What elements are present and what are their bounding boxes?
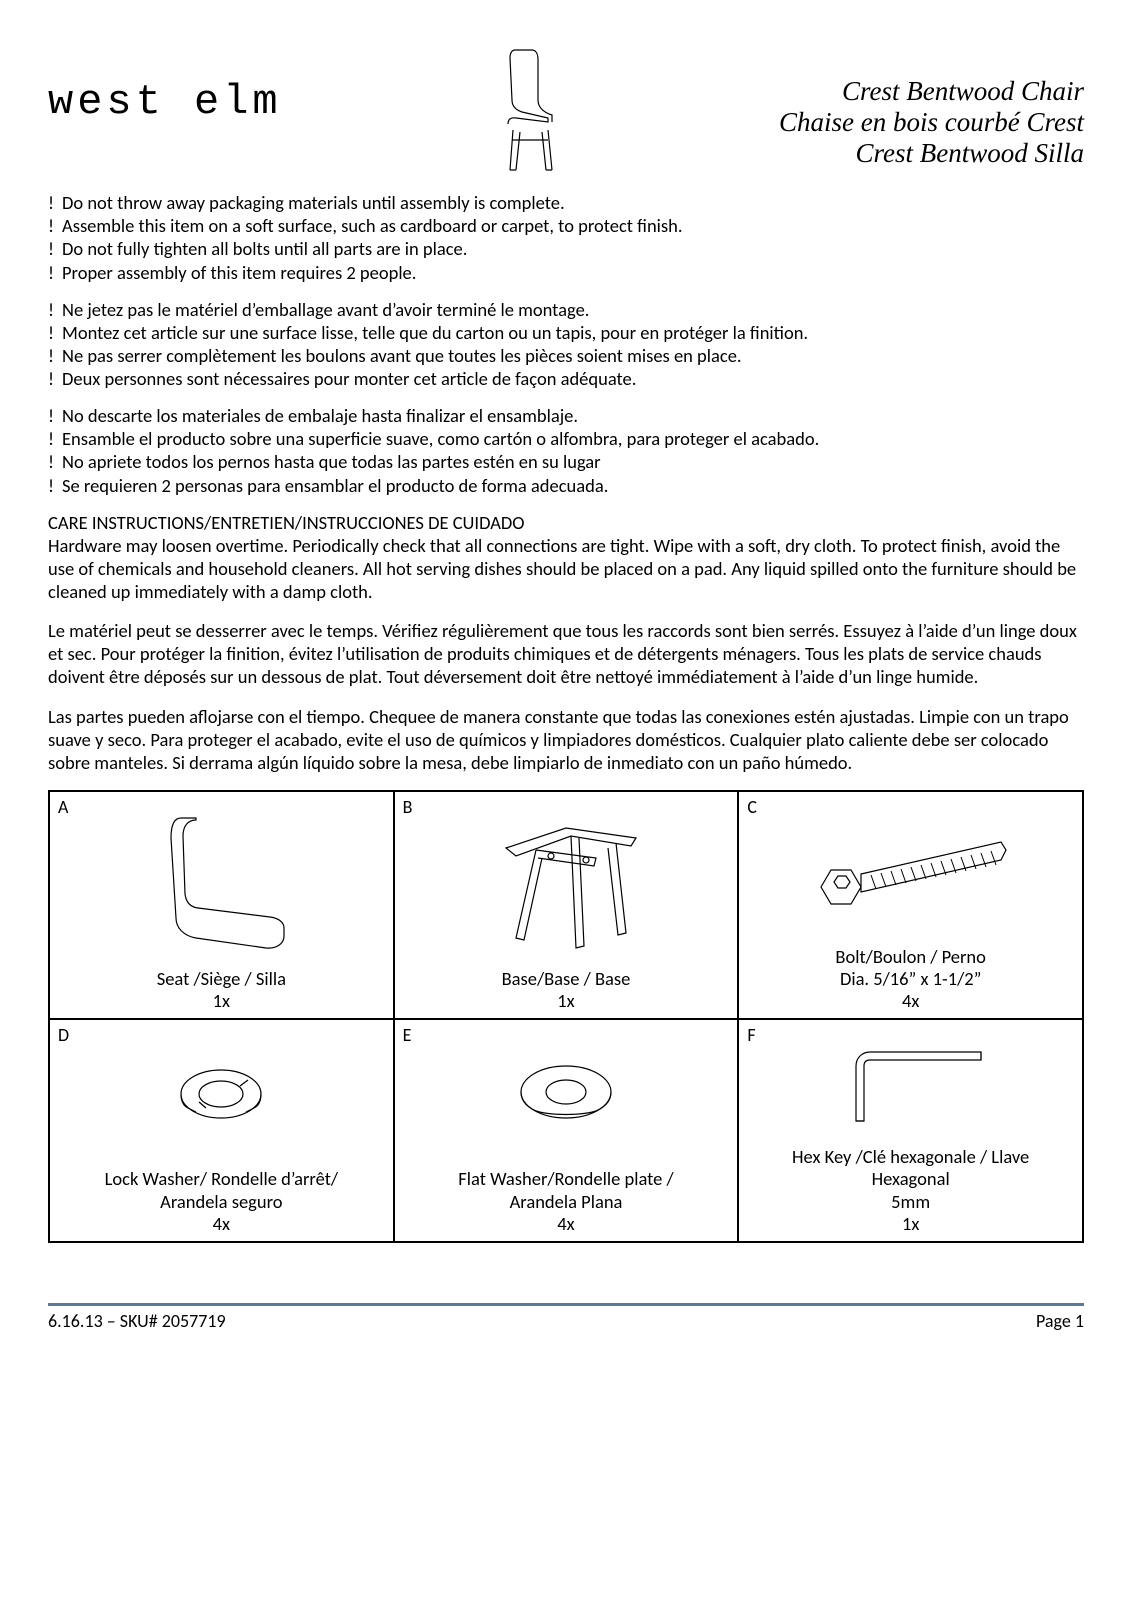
part-letter: A [58, 796, 68, 819]
part-letter: E [403, 1024, 412, 1047]
part-letter: F [747, 1024, 755, 1047]
warnings-fr: !Ne jetez pas le matériel d’emballage av… [48, 298, 1084, 391]
footer-sku: 6.16.13 – SKU# 2057719 [48, 1310, 226, 1333]
warning-text: Montez cet article sur une surface lisse… [62, 321, 1084, 344]
part-qty: 4x [835, 990, 986, 1012]
title-line-fr: Chaise en bois courbé Crest [779, 107, 1084, 138]
part-letter: C [747, 796, 757, 819]
title-line-es: Crest Bentwood Silla [779, 138, 1084, 169]
bang-icon: ! [48, 427, 62, 450]
warning-text: Se requieren 2 personas para ensamblar e… [62, 474, 1084, 497]
bang-icon: ! [48, 214, 62, 237]
page-footer: 6.16.13 – SKU# 2057719 Page 1 [48, 1303, 1084, 1333]
part-letter: B [403, 796, 413, 819]
part-cell-d: D Lock Washer/ Rondelle d’arrêt/ Arandel… [49, 1019, 394, 1242]
bang-icon: ! [48, 474, 62, 497]
part-label: Hex Key /Clé hexagonale / Llave [792, 1146, 1029, 1168]
warnings-es: !No descarte los materiales de embalaje … [48, 404, 1084, 497]
warning-text: No descarte los materiales de embalaje h… [62, 404, 1084, 427]
part-cell-f: F Hex Key /Clé hexagonale / Llave Hexago… [738, 1019, 1083, 1242]
part-qty: 4x [458, 1213, 673, 1235]
hex-key-icon [747, 1026, 1074, 1146]
care-text-en: Hardware may loosen overtime. Periodical… [48, 534, 1084, 603]
part-label: Arandela Plana [458, 1191, 673, 1213]
bang-icon: ! [48, 367, 62, 390]
header: west elm Crest Bentwood Chair Chaise en … [48, 40, 1084, 185]
part-label: Seat /Siège / Silla [157, 968, 286, 990]
flat-washer-icon [403, 1026, 730, 1168]
warning-text: Do not fully tighten all bolts until all… [62, 237, 1084, 260]
care-text-fr: Le matériel peut se desserrer avec le te… [48, 619, 1084, 688]
product-illustration [470, 40, 590, 185]
lock-washer-icon [58, 1026, 385, 1168]
care-text-es: Las partes pueden aflojarse con el tiemp… [48, 705, 1084, 774]
part-spec: Dia. 5/16” x 1-1/2” [835, 968, 986, 990]
part-letter: D [58, 1024, 69, 1047]
base-icon [403, 798, 730, 968]
bang-icon: ! [48, 404, 62, 427]
part-label: Bolt/Boulon / Perno [835, 946, 986, 968]
warning-text: Assemble this item on a soft surface, su… [62, 214, 1084, 237]
part-cell-a: A Seat /Siège / Silla 1x [49, 791, 394, 1019]
parts-table: A Seat /Siège / Silla 1x B Base/Base / B… [48, 790, 1084, 1243]
bang-icon: ! [48, 261, 62, 284]
part-label: Hexagonal [792, 1168, 1029, 1190]
bang-icon: ! [48, 344, 62, 367]
bang-icon: ! [48, 321, 62, 344]
part-qty: 1x [502, 990, 631, 1012]
bang-icon: ! [48, 298, 62, 321]
bang-icon: ! [48, 450, 62, 473]
part-spec: 5mm [792, 1191, 1029, 1213]
part-label: Lock Washer/ Rondelle d’arrêt/ [105, 1168, 338, 1190]
warning-text: Ne pas serrer complètement les boulons a… [62, 344, 1084, 367]
care-heading: CARE INSTRUCTIONS/ENTRETIEN/INSTRUCCIONE… [48, 511, 1084, 534]
warning-text: Do not throw away packaging materials un… [62, 191, 1084, 214]
part-cell-c: C Bolt/Boulon / Perno Dia. 5/16” x 1- [738, 791, 1083, 1019]
bang-icon: ! [48, 237, 62, 260]
seat-icon [58, 798, 385, 968]
chair-icon [470, 40, 590, 180]
part-cell-e: E Flat Washer/Rondelle plate / Arandela … [394, 1019, 739, 1242]
warning-text: Ensamble el producto sobre una superfici… [62, 427, 1084, 450]
part-qty: 4x [105, 1213, 338, 1235]
product-title: Crest Bentwood Chair Chaise en bois cour… [779, 40, 1084, 169]
part-cell-b: B Base/Base / Base 1x [394, 791, 739, 1019]
part-label: Base/Base / Base [502, 968, 631, 990]
part-label: Flat Washer/Rondelle plate / [458, 1168, 673, 1190]
title-line-en: Crest Bentwood Chair [779, 76, 1084, 107]
part-qty: 1x [157, 990, 286, 1012]
warning-text: Proper assembly of this item requires 2 … [62, 261, 1084, 284]
part-qty: 1x [792, 1213, 1029, 1235]
footer-page-number: Page 1 [1036, 1310, 1084, 1333]
part-label: Arandela seguro [105, 1191, 338, 1213]
brand-logo-text: west elm [48, 40, 282, 129]
warnings-en: !Do not throw away packaging materials u… [48, 191, 1084, 284]
bang-icon: ! [48, 191, 62, 214]
warning-text: Deux personnes sont nécessaires pour mon… [62, 367, 1084, 390]
bolt-icon [747, 798, 1074, 946]
warning-text: Ne jetez pas le matériel d’emballage ava… [62, 298, 1084, 321]
warning-text: No apriete todos los pernos hasta que to… [62, 450, 1084, 473]
